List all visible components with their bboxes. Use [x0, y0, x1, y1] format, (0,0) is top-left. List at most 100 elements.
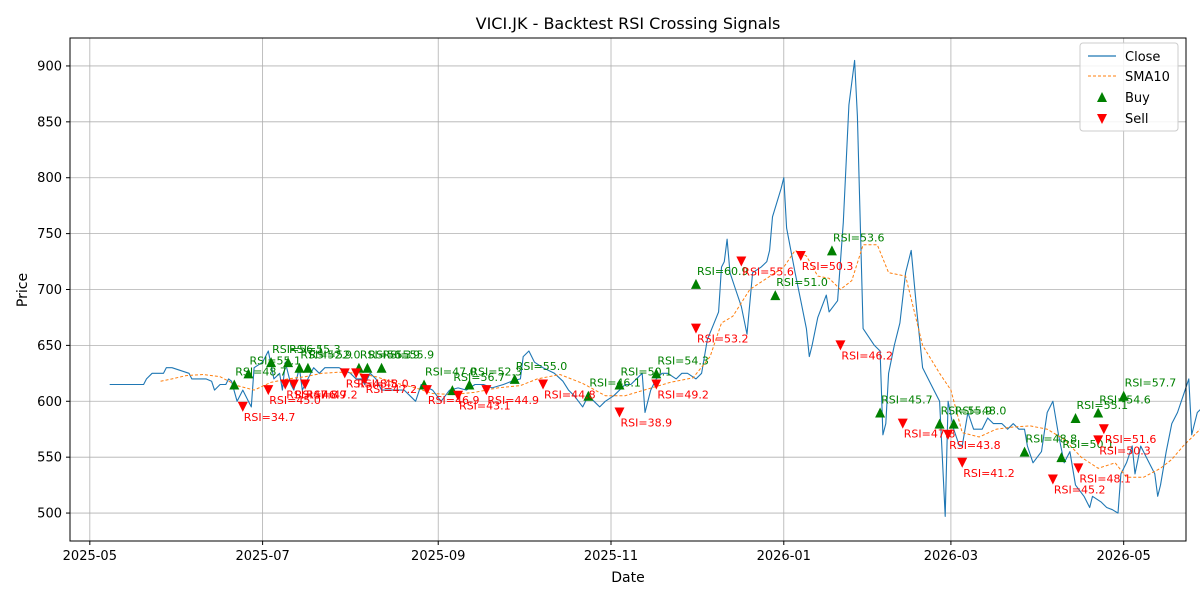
- sell-rsi-annotation: RSI=47.8: [904, 428, 956, 441]
- x-tick-label: 2025-05: [63, 549, 117, 564]
- close-price-line: [109, 59, 1200, 517]
- buy-rsi-annotation: RSI=52.0: [309, 349, 361, 362]
- sell-marker: [263, 385, 274, 396]
- buy-rsi-annotation: RSI=55.9: [941, 405, 993, 418]
- y-tick-label: 600: [37, 395, 62, 410]
- buy-marker: [583, 390, 594, 401]
- buy-marker: [1118, 390, 1129, 401]
- buy-marker: [362, 362, 373, 373]
- buy-marker: [266, 357, 277, 368]
- buy-marker: [509, 373, 520, 384]
- sell-rsi-annotation: RSI=38.9: [621, 416, 673, 429]
- buy-rsi-annotation: RSI=55.3: [289, 343, 341, 356]
- buy-marker: [690, 278, 701, 289]
- sell-rsi-annotation: RSI=45.2: [1054, 484, 1106, 497]
- buy-rsi-annotation: RSI=48.7: [235, 366, 287, 379]
- buy-rsi-annotation: RSI=55.9: [383, 349, 435, 362]
- y-tick-label: 750: [37, 227, 62, 242]
- x-axis-ticks: 2025-05 2025-07 2025-09 2025-11 2026-01 2026-…: [63, 541, 1151, 564]
- buy-marker: [875, 407, 886, 418]
- sell-marker: [795, 250, 806, 261]
- sell-marker: [957, 457, 968, 468]
- sell-rsi-annotation: RSI=43.8: [949, 439, 1001, 452]
- y-axis-ticks: 500 550 600 650 700 750 800 850 900: [37, 59, 70, 522]
- buy-rsi-annotation: RSI=53.6: [833, 231, 885, 244]
- x-tick-label: 2025-11: [584, 549, 638, 564]
- legend-sma-label: SMA10: [1125, 70, 1170, 85]
- buy-rsi-annotation: RSI=55.9: [368, 349, 420, 362]
- sell-marker: [614, 407, 625, 418]
- sell-marker: [943, 429, 954, 440]
- buy-marker: [376, 362, 387, 373]
- sell-rsi-annotation: RSI=53.2: [697, 333, 749, 346]
- sell-marker: [736, 256, 747, 267]
- buy-rsi-annotation: RSI=57.7: [1125, 377, 1177, 390]
- sell-marker: [339, 368, 350, 379]
- buy-rsi-annotation: RSI=55.1: [1077, 399, 1129, 412]
- sell-marker: [481, 385, 492, 396]
- buy-rsi-annotation: RSI=56.3: [360, 349, 412, 362]
- buy-marker: [1056, 452, 1067, 463]
- buy-marker: [294, 362, 305, 373]
- sell-rsi-annotation: RSI=46.2: [841, 349, 893, 362]
- sell-rsi-annotation: RSI=47.8: [286, 389, 338, 402]
- buy-rsi-annotation: RSI=52.9: [300, 349, 352, 362]
- buy-marker: [243, 368, 254, 379]
- buy-rsi-annotation: RSI=48.8: [1026, 433, 1078, 446]
- x-tick-label: 2026-01: [757, 549, 811, 564]
- buy-marker: [1070, 413, 1081, 424]
- sell-marker: [1073, 463, 1084, 474]
- buy-rsi-annotation: RSI=52.3: [470, 366, 522, 379]
- sell-rsi-annotation: RSI=47.2: [366, 383, 418, 396]
- legend-box: [1079, 42, 1179, 132]
- buy-marker: [948, 418, 959, 429]
- buy-rsi-annotation: RSI=50.1: [1062, 438, 1114, 451]
- y-tick-label: 650: [37, 339, 62, 354]
- sell-rsi-annotation: RSI=41.2: [963, 467, 1015, 480]
- buy-rsi-annotation: RSI=55.0: [516, 360, 568, 373]
- sell-marker: [1093, 435, 1104, 446]
- buy-marker: [770, 290, 781, 301]
- sell-rsi-annotation: RSI=47.2: [306, 389, 358, 402]
- sell-marker: [897, 418, 908, 429]
- legend-sell-marker-icon: [1097, 114, 1107, 124]
- legend-buy-label: Buy: [1125, 91, 1150, 106]
- buy-rsi-annotation: RSI=48.0: [955, 405, 1007, 418]
- y-tick-label: 700: [37, 283, 62, 298]
- sell-rsi-annotation: RSI=44.9: [487, 394, 539, 407]
- series-layer: [109, 59, 1200, 517]
- sell-marker: [237, 401, 248, 412]
- sell-rsi-annotation: RSI=50.3: [802, 260, 854, 273]
- sell-rsi-annotation: RSI=48.0: [357, 377, 409, 390]
- sell-rsi-annotation: RSI=49.2: [657, 389, 709, 402]
- x-tick-label: 2025-09: [411, 549, 465, 564]
- sell-rsi-annotation: RSI=46.9: [428, 394, 480, 407]
- sell-marker: [538, 379, 549, 390]
- sell-marker: [690, 323, 701, 334]
- sell-marker: [421, 385, 432, 396]
- sell-rsi-annotation: RSI=51.6: [1105, 433, 1157, 446]
- legend-sell-label: Sell: [1125, 112, 1148, 127]
- buy-rsi-annotation: RSI=45.7: [881, 393, 933, 406]
- sell-rsi-annotation: RSI=46.9: [295, 389, 347, 402]
- sell-rsi-annotation: RSI=48.1: [1079, 472, 1131, 485]
- y-axis-label: Price: [15, 273, 31, 307]
- sell-marker: [835, 340, 846, 351]
- sell-rsi-annotation: RSI=55.6: [742, 266, 794, 279]
- sell-rsi-annotation: RSI=43.1: [459, 400, 511, 413]
- buy-rsi-annotation: RSI=51.0: [776, 276, 828, 289]
- x-tick-label: 2026-03: [924, 549, 978, 564]
- buy-marker: [1019, 446, 1030, 457]
- sell-rsi-annotation: RSI=34.7: [244, 411, 296, 424]
- sma10-line: [160, 244, 1200, 478]
- buy-rsi-annotation: RSI=50.1: [621, 366, 673, 379]
- sell-marker: [288, 379, 299, 390]
- buy-rsi-annotation: RSI=56.7: [453, 371, 505, 384]
- buy-rsi-annotation: RSI=47.0: [425, 366, 477, 379]
- signal-markers: RSI=48.7RSI=55.1RSI=56.1RSI=55.3RSI=52.9…: [229, 231, 1177, 497]
- y-tick-label: 550: [37, 451, 62, 466]
- buy-rsi-annotation: RSI=46.1: [589, 377, 641, 390]
- buy-marker: [651, 368, 662, 379]
- sell-rsi-annotation: RSI=48.5: [346, 377, 398, 390]
